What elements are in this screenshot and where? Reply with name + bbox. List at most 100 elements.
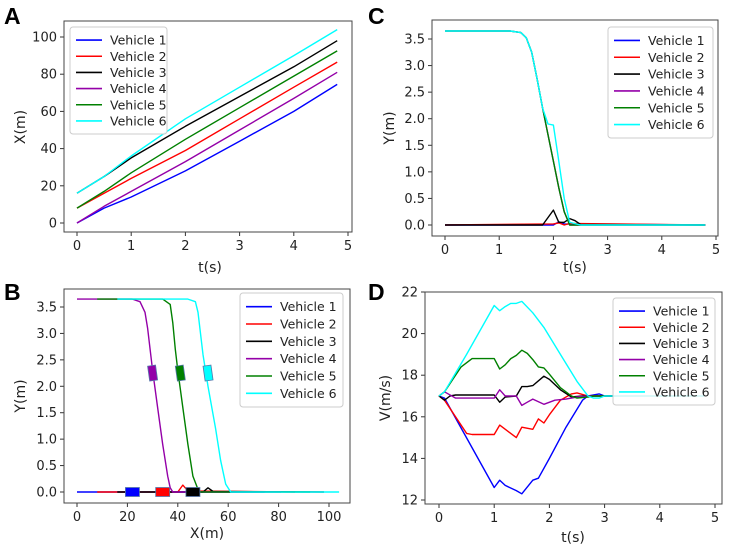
x-tick-label: 2: [181, 239, 189, 254]
series-line-vehicle-2: [444, 222, 706, 226]
legend-label: Vehicle 4: [280, 351, 337, 366]
y-tick-label: 0.0: [404, 219, 425, 234]
x-tick-label: 5: [712, 243, 720, 258]
xlabel-b: X(m): [190, 526, 224, 542]
legend-label: Vehicle 3: [280, 334, 337, 349]
legend-label: Vehicle 4: [653, 352, 710, 367]
y-tick-label: 0.0: [36, 486, 57, 501]
series-line-vehicle-1: [76, 83, 338, 224]
x-tick-label: 1: [127, 239, 135, 254]
legend-box: [607, 26, 714, 139]
series-line-vehicle-3: [445, 209, 706, 226]
x-tick-label: 60: [220, 510, 237, 525]
legend-label: Vehicle 6: [653, 384, 710, 399]
legend-label: Vehicle 1: [648, 33, 705, 48]
y-tick-label: 80: [40, 68, 57, 83]
legend-box: [239, 292, 344, 408]
y-tick-label: 3.5: [404, 33, 425, 48]
y-tick-label: 0.5: [36, 459, 57, 474]
x-tick-label: 2: [549, 243, 557, 258]
series-line-vehicle-5: [438, 349, 704, 399]
series-group: [76, 28, 338, 224]
xlabel-a: t(s): [198, 260, 222, 276]
y-tick-label: 2.0: [36, 380, 57, 395]
series-line-vehicle-2: [76, 61, 338, 209]
vehicle-marker-vehicle-5: [174, 364, 186, 382]
x-tick-label: 4: [656, 511, 664, 526]
y-tick-label: 2.5: [36, 353, 57, 368]
series-line-vehicle-4: [76, 71, 338, 224]
legend-label: Vehicle 5: [653, 368, 710, 383]
vehicle-marker-vehicle-6: [202, 364, 214, 382]
y-tick-label: 40: [40, 142, 57, 157]
x-tick-label: 0: [435, 511, 443, 526]
axes-frame: [63, 20, 353, 233]
panel-b: 0 20 40 60 80 100 0.0 0.5 1.0 1.5 2.0 2.5 3.0 3.5 Vehi…: [36, 288, 351, 525]
y-tick-label: 1.0: [404, 165, 425, 180]
y-tick-label: 20: [401, 327, 418, 342]
series-line-vehicle-3: [438, 375, 704, 403]
x-tick-label: 80: [270, 510, 287, 525]
x-tick-label: 3: [600, 511, 608, 526]
legend-label: Vehicle 1: [653, 304, 710, 319]
y-tick-label: 60: [40, 105, 57, 120]
x-tick-label: 0: [73, 239, 81, 254]
legend-label: Vehicle 5: [648, 100, 705, 115]
x-tick-label: 3: [603, 243, 611, 258]
y-tick-label: 18: [401, 369, 418, 384]
legend-label: Vehicle 2: [653, 320, 710, 335]
axes-frame: [424, 291, 723, 505]
legend-box: [612, 297, 716, 406]
y-tick-label: 22: [401, 286, 418, 301]
ylabel-b: Y(m): [13, 379, 29, 413]
series-line-vehicle-6: [445, 30, 706, 226]
y-tick-label: 14: [401, 452, 418, 467]
y-tick-label: 1.5: [404, 139, 425, 154]
y-tick-label: 1.5: [36, 406, 57, 421]
legend-label: Vehicle 4: [648, 83, 705, 98]
panel-label-d: D: [368, 279, 385, 305]
y-tick-label: 3.0: [404, 59, 425, 74]
legend-label: Vehicle 2: [280, 317, 337, 332]
x-tick-label: 1: [490, 511, 498, 526]
legend-label: Vehicle 2: [648, 50, 705, 65]
x-tick-label: 4: [658, 243, 666, 258]
y-tick-label: 3.5: [36, 301, 57, 316]
panel-label-a: A: [4, 3, 21, 29]
axes-frame: [63, 288, 351, 504]
x-tick-label: 3: [235, 239, 243, 254]
vehicle-marker-vehicle-2: [155, 487, 171, 497]
y-tick-label: 20: [40, 179, 57, 194]
legend-label: Vehicle 2: [110, 49, 167, 64]
legend-box: [69, 26, 168, 135]
y-tick-label: 2.0: [404, 112, 425, 127]
panel-label-b: B: [4, 279, 21, 305]
vehicle-marker-vehicle-1: [125, 487, 140, 497]
series-group: [438, 300, 704, 495]
y-tick-label: 2.5: [404, 86, 425, 101]
legend-label: Vehicle 3: [110, 65, 167, 80]
legend-label: Vehicle 5: [280, 369, 337, 384]
y-tick-label: 100: [32, 31, 57, 46]
x-tick-label: 20: [119, 510, 136, 525]
axes-frame: [431, 19, 719, 237]
y-tick-label: 0.5: [404, 192, 425, 207]
legend-label: Vehicle 1: [280, 299, 337, 314]
xlabel-d: t(s): [561, 530, 585, 546]
series-group: [444, 30, 706, 226]
x-tick-label: 100: [317, 510, 342, 525]
ylabel-d: V(m/s): [378, 375, 394, 421]
y-tick-label: 1.0: [36, 433, 57, 448]
x-tick-label: 0: [73, 510, 81, 525]
panel-c: 0 1 2 3 4 5 0.0 0.5 1.0 1.5 2.0 2.5 3.0 3.5 Vehicle 1 V…: [404, 19, 720, 258]
legend-label: Vehicle 6: [648, 117, 705, 132]
x-tick-label: 1: [495, 243, 503, 258]
y-tick-label: 16: [401, 410, 418, 425]
legend-label: Vehicle 5: [110, 97, 167, 112]
x-tick-label: 5: [711, 511, 719, 526]
xlabel-c: t(s): [563, 260, 587, 276]
x-tick-label: 4: [290, 239, 298, 254]
